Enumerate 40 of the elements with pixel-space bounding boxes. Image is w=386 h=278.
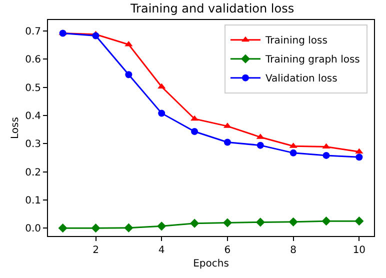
point [190,218,200,228]
point [222,218,232,228]
point [58,224,68,233]
point [125,71,132,78]
point [158,110,166,117]
chart-title: Training and validation loss [129,2,294,16]
x-tick-label: 2 [92,245,99,256]
point [256,218,265,227]
point [290,149,297,156]
legend-label: Training graph loss [264,54,360,66]
point [356,154,363,161]
x-tick-label: 4 [158,245,165,256]
legend-label: Validation loss [265,74,338,85]
x-axis-title: Epochs [193,258,229,270]
y-axis-title: Loss [10,117,22,139]
point [322,152,330,159]
legend-label: Training loss [264,36,328,47]
point [191,128,198,136]
point [288,217,298,226]
y-tick-label: 0.6 [25,54,41,66]
point [91,224,100,233]
point [124,223,134,232]
x-tick-label: 10 [352,245,366,256]
y-tick-label: 0.0 [25,224,41,235]
y-tick-label: 0.1 [25,195,41,206]
x-tick-label: 8 [290,245,297,256]
y-tick-label: 0.3 [25,139,41,150]
point [256,142,264,149]
point [224,138,231,146]
y-tick-label: 0.4 [25,110,41,122]
point [322,216,331,226]
point [355,148,364,154]
y-tick-label: 0.7 [25,26,41,38]
x-tick-label: 6 [224,245,231,256]
point [354,216,364,226]
point [157,222,166,231]
y-tick-label: 0.2 [25,167,41,178]
point [92,32,100,40]
y-tick-label: 0.5 [25,82,41,94]
point [190,115,199,121]
